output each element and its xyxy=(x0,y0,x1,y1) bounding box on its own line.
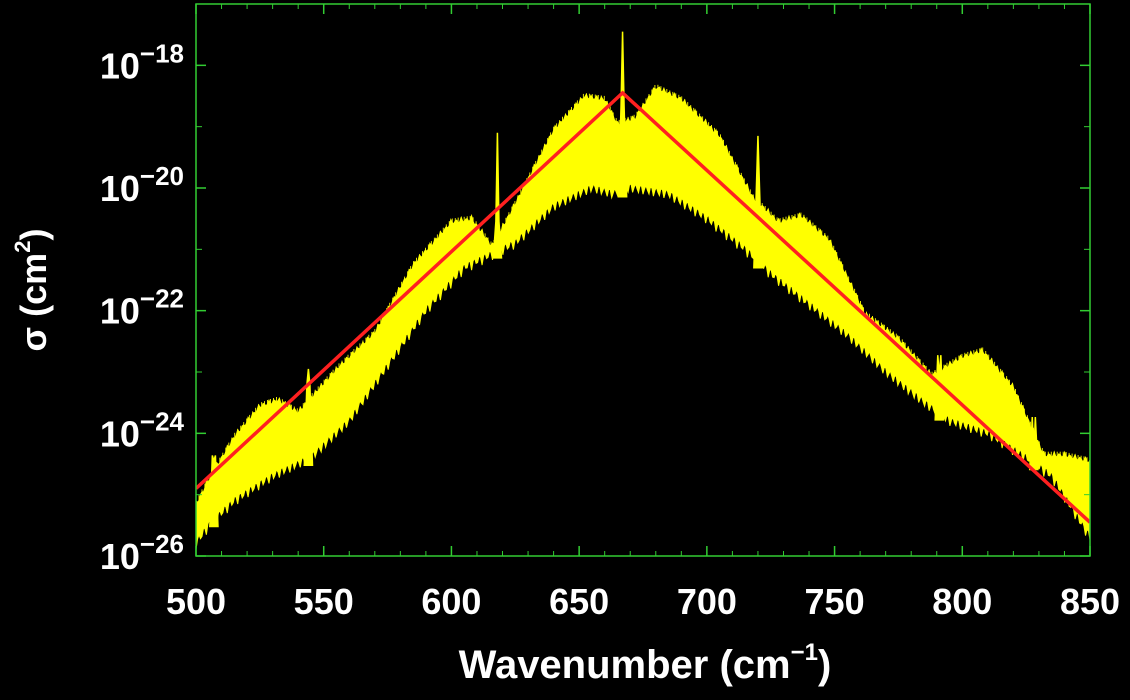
plot-frame xyxy=(195,3,1091,557)
x-tick-label: 650 xyxy=(549,581,609,622)
q-branch-peak xyxy=(303,368,314,466)
x-tick-label: 700 xyxy=(677,581,737,622)
x-tick-label: 550 xyxy=(294,581,354,622)
fit-line xyxy=(196,90,1090,524)
y-tick-label: 10−18 xyxy=(100,38,184,86)
y-tick-label: 10−22 xyxy=(100,284,184,332)
x-axis-title-sup: −1 xyxy=(791,639,818,666)
q-branch-peak xyxy=(753,135,763,269)
y-tick-label: 10−20 xyxy=(100,161,184,209)
y-axis-title-close: ) xyxy=(13,229,54,241)
x-axis-title-main: Wavenumber (cm xyxy=(459,643,791,687)
x-tick-label: 500 xyxy=(166,581,226,622)
y-axis: 10−18 10−20 10−22 10−24 10−26 xyxy=(100,3,1090,577)
x-tick-label: 750 xyxy=(805,581,865,622)
x-tick-label: 800 xyxy=(932,581,992,622)
y-tick-label: 10−26 xyxy=(100,529,184,577)
q-branch-peak xyxy=(492,132,503,259)
y-axis-title: σ (cm2) xyxy=(10,229,54,352)
x-axis-title-close: ) xyxy=(818,643,831,687)
plot-area xyxy=(196,31,1090,550)
x-tick-label: 600 xyxy=(421,581,481,622)
y-axis-title-sup: 2 xyxy=(10,241,35,253)
x-axis: 500 550 600 650 700 750 800 850 xyxy=(166,4,1120,622)
q-branch-peak xyxy=(1028,416,1039,471)
x-axis-title: Wavenumber (cm−1) xyxy=(459,639,832,687)
q-branch-peak xyxy=(934,355,945,421)
y-axis-title-main: σ (cm xyxy=(13,253,54,352)
q-branch-peak xyxy=(617,31,628,198)
y-tick-label: 10−24 xyxy=(100,406,185,454)
x-tick-label: 850 xyxy=(1060,581,1120,622)
